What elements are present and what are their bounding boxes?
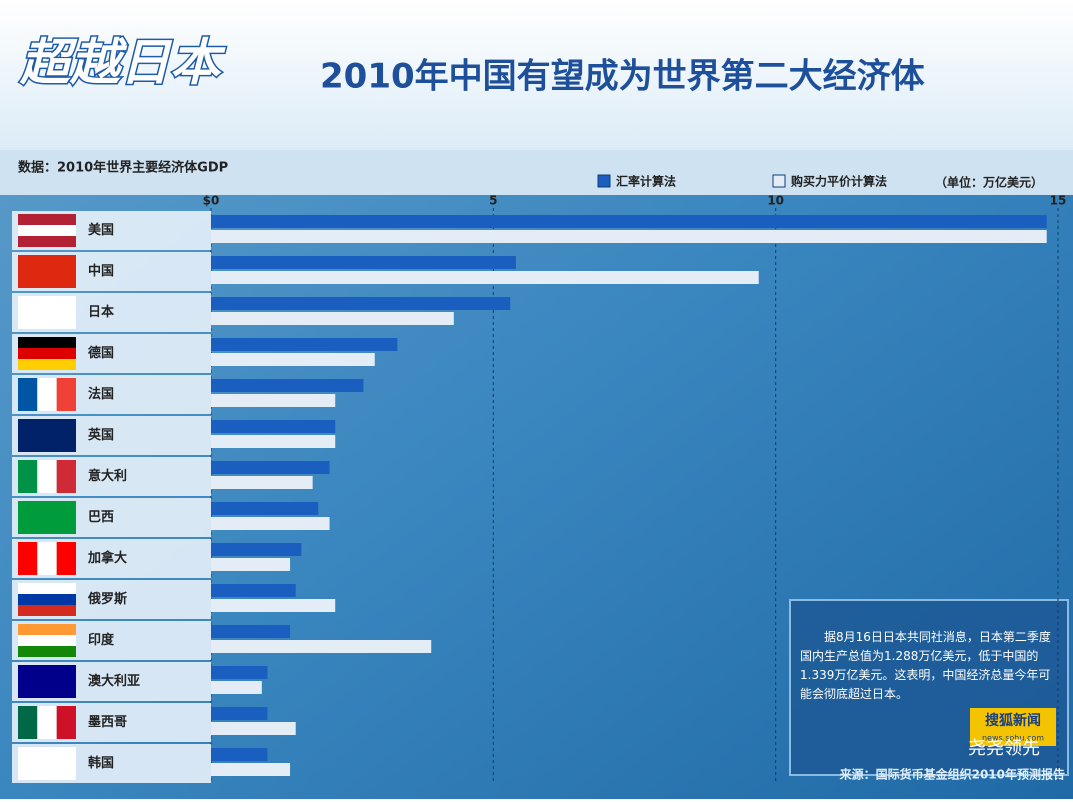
annotation-wrap: 据8月16日日本共同社消息，日本第二季度国内生产总值为1.288万亿美元，低于中… (800, 630, 1051, 701)
flag-part (18, 359, 76, 370)
flag-part (18, 665, 76, 698)
flag-part (18, 583, 76, 594)
bar (211, 435, 336, 448)
unit: （单位：万亿美元） (935, 175, 1043, 190)
flag-part (56, 542, 76, 575)
chart-title: 2010年中国有望成为世界第二大经济体 (320, 57, 925, 97)
flag-part (18, 255, 76, 288)
x-tick-label: 15 (1050, 194, 1067, 208)
legend-label: 购买力平价计算法 (791, 174, 887, 189)
flag-part (18, 225, 76, 236)
bar (211, 256, 516, 269)
bar (211, 640, 432, 653)
category-label: 中国 (88, 263, 114, 279)
flag-part (18, 348, 76, 359)
legend-swatch (597, 174, 611, 188)
category-label: 德国 (88, 345, 114, 361)
flag-part (18, 214, 76, 225)
flag-part (18, 542, 38, 575)
logo-box (970, 708, 1056, 746)
category-label: 加拿大 (87, 550, 127, 566)
logo: 搜狐新闻 (985, 712, 1041, 729)
bar (211, 297, 511, 310)
flag-part (37, 706, 57, 739)
flag-part (18, 594, 76, 605)
flag-part (37, 542, 57, 575)
flag-part (18, 337, 76, 348)
flag-part (18, 706, 38, 739)
flag-part (18, 646, 76, 657)
category-label: 俄罗斯 (87, 591, 127, 607)
category-label: 澳大利亚 (88, 673, 140, 689)
flag-part (18, 747, 76, 780)
bar (211, 748, 268, 761)
bar (211, 558, 291, 571)
flag-part (18, 236, 76, 247)
legend-swatch (772, 174, 786, 188)
category-label: 意大利 (88, 468, 127, 484)
bar (211, 681, 262, 694)
header (0, 0, 1073, 150)
bar (211, 543, 302, 556)
bar (211, 517, 330, 530)
category-label: 巴西 (88, 510, 114, 525)
bar (211, 338, 398, 351)
bar (211, 625, 291, 638)
watermark: 尧尧领先 (968, 738, 1040, 759)
x-tick-label: 5 (489, 194, 497, 208)
flag-part (37, 378, 57, 411)
bar (211, 666, 268, 679)
legend-label: 汇率计算法 (616, 174, 676, 189)
flag-part (18, 460, 38, 493)
bar (211, 502, 319, 515)
category-label: 美国 (88, 222, 114, 238)
x-tick-label: $0 (203, 194, 220, 208)
bar (211, 379, 364, 392)
bar (211, 230, 1047, 243)
bar (211, 599, 336, 612)
bar (211, 476, 313, 489)
category-label: 日本 (88, 304, 114, 320)
bar (211, 420, 336, 433)
bar (211, 312, 454, 325)
category-label: 墨西哥 (88, 714, 127, 730)
flag-part (56, 378, 76, 411)
bar (211, 722, 296, 735)
category-label: 英国 (87, 427, 114, 443)
legend-band (0, 150, 1073, 195)
bar (211, 584, 296, 597)
flag-part (18, 501, 76, 534)
bar (211, 271, 759, 284)
banner: 超越日本 (19, 34, 226, 92)
flag-part (56, 460, 76, 493)
bar (211, 707, 268, 720)
flag-part (18, 635, 76, 646)
category-label: 印度 (88, 632, 115, 648)
flag-part (18, 378, 38, 411)
flag-part (18, 624, 76, 635)
bar (211, 763, 291, 776)
flag-part (37, 460, 57, 493)
subtitle: 数据：2010年世界主要经济体GDP (18, 160, 228, 176)
bar (211, 394, 336, 407)
flag-part (56, 706, 76, 739)
logo-url: news.sohu.com (982, 734, 1044, 743)
bar (211, 353, 375, 366)
category-label: 韩国 (88, 755, 114, 771)
flag-part (18, 605, 76, 616)
annotation: 据8月16日日本共同社消息，日本第二季度国内生产总值为1.288万亿美元，低于中… (800, 630, 1051, 701)
bar (211, 215, 1047, 228)
x-tick-label: 10 (767, 194, 784, 208)
source: 来源：国际货币基金组织2010年预测报告 (839, 767, 1065, 782)
bar (211, 461, 330, 474)
category-label: 法国 (88, 386, 114, 402)
flag-part (18, 296, 76, 329)
flag-part (18, 419, 76, 452)
